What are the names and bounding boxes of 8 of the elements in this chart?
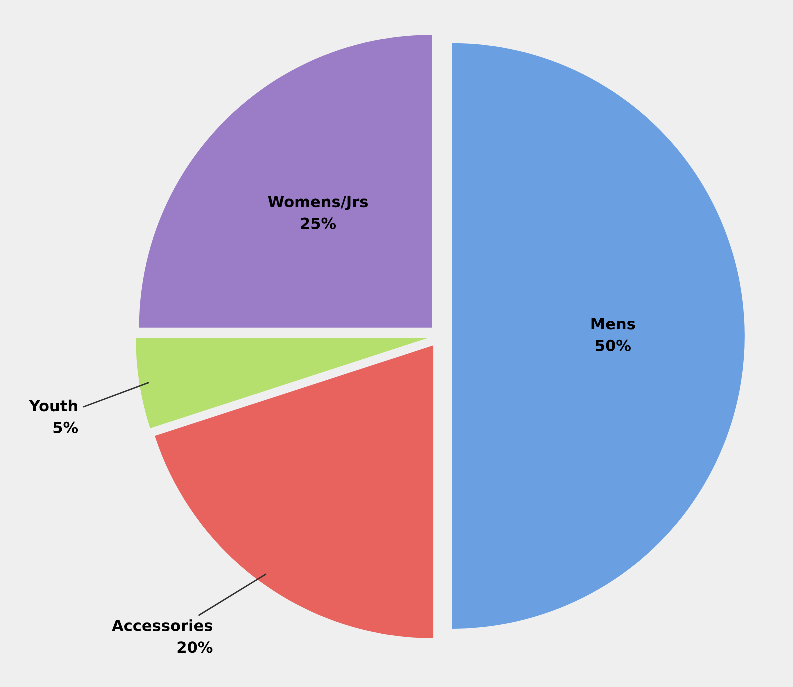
data-label: 5% bbox=[54, 422, 78, 434]
slice-label: Mens bbox=[592, 318, 636, 330]
data-label: 20% bbox=[178, 642, 213, 654]
data-label: 25% bbox=[301, 218, 336, 230]
slice-label: Womens/Jrs bbox=[268, 196, 368, 210]
data-label: 50% bbox=[596, 340, 631, 352]
slice-label: Youth bbox=[29, 400, 78, 412]
slice-label: Accessories bbox=[112, 620, 212, 632]
